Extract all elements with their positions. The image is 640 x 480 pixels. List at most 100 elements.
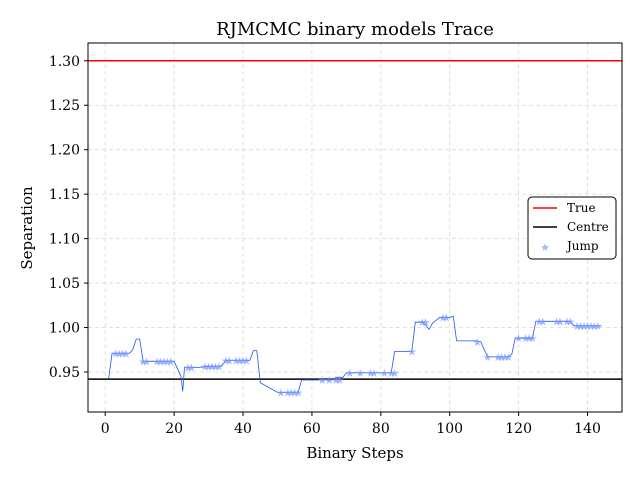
jump-marker: ★ [283,386,293,399]
jump-marker: ★ [503,351,513,364]
y-tick-label: 1.00 [49,321,80,337]
jump-marker: ★ [183,362,193,375]
y-tick-label: 1.10 [49,232,80,248]
legend-box [527,196,617,260]
jump-marker: ★ [207,361,217,374]
jump-marker: ★ [331,374,341,387]
jump-marker: ★ [589,320,599,333]
jump-marker: ★ [211,361,221,374]
y-axis-title: Separation [18,186,36,270]
jump-marker: ★ [224,354,234,367]
jump-marker: ★ [386,367,396,380]
y-tick-label: 0.95 [49,365,80,381]
jump-marker: ★ [527,332,537,345]
jump-marker: ★ [583,320,593,333]
jump-marker: ★ [534,315,544,328]
jump-marker: ★ [317,374,327,387]
jump-marker: ★ [162,355,172,368]
jump-marker: ★ [276,386,286,399]
chart-title: RJMCMC binary models Trace [216,19,494,40]
jump-marker: ★ [593,320,603,333]
jump-marker: ★ [152,355,162,368]
jump-marker: ★ [552,315,562,328]
x-tick-label: 120 [505,421,532,437]
jump-marker: ★ [366,367,376,380]
plot-frame [87,42,623,413]
x-tick-label: 140 [574,421,601,437]
reference-lines [88,60,622,380]
legend-jump-star-icon: ★ [540,241,550,254]
jump-marker: ★ [290,386,300,399]
jump-marker: ★ [118,347,128,360]
jump-marker: ★ [369,367,379,380]
x-axis-title: Binary Steps [306,444,403,462]
jump-marker: ★ [407,346,417,359]
x-tick-label: 60 [303,421,321,437]
jump-marker: ★ [379,367,389,380]
jump-marker: ★ [238,354,248,367]
jump-marker: ★ [138,355,148,368]
jump-marker: ★ [538,315,548,328]
jump-marker: ★ [586,320,596,333]
jump-marker: ★ [155,355,165,368]
jump-marker: ★ [576,320,586,333]
jump-marker: ★ [441,312,451,325]
x-tick-label: 100 [436,421,463,437]
jump-marker: ★ [390,367,400,380]
y-tick-label: 1.25 [49,98,80,114]
legend-true-label: True [567,201,596,215]
jump-marker: ★ [500,351,510,364]
jump-marker: ★ [235,354,245,367]
jump-marker: ★ [324,374,334,387]
jump-marker: ★ [572,320,582,333]
jump-marker: ★ [524,332,534,345]
jump-marker: ★ [483,351,493,364]
y-tick-label: 1.30 [49,54,80,70]
legend: True Centre ★ Jump [527,196,617,260]
jump-marker: ★ [555,315,565,328]
y-tick-label: 1.15 [49,187,80,203]
jump-marker: ★ [214,361,224,374]
jump-marker: ★ [231,354,241,367]
x-axis-ticks: 0 20 40 60 80 100 120 140 [101,412,601,437]
jump-marker: ★ [496,351,506,364]
jump-marker: ★ [335,374,345,387]
x-tick-label: 0 [101,421,110,437]
jump-marker: ★ [142,355,152,368]
x-tick-label: 40 [234,421,252,437]
y-tick-label: 1.05 [49,276,80,292]
jump-marker: ★ [345,367,355,380]
y-tick-label: 1.20 [49,143,80,159]
y-axis-ticks: 0.95 1.00 1.05 1.10 1.15 1.20 1.25 1.30 [49,54,88,381]
jump-marker: ★ [242,354,252,367]
jump-marker: ★ [186,362,196,375]
legend-jump-label: Jump [565,239,599,253]
jump-marker: ★ [562,315,572,328]
jump-marker: ★ [159,355,169,368]
jump-marker: ★ [111,347,121,360]
jump-marker: ★ [286,386,296,399]
x-tick-label: 20 [165,421,183,437]
jump-marker: ★ [514,332,524,345]
legend-centre-label: Centre [567,220,609,234]
jump-marker: ★ [121,347,131,360]
trace-series [108,315,602,393]
jump-marker: ★ [417,316,427,329]
trace-line [108,315,602,393]
jump-marker: ★ [221,354,231,367]
jump-marker: ★ [579,320,589,333]
jump-marker: ★ [355,367,365,380]
jump-markers: ★★★★★★ ★★★★★ ★★ ★★★★★★★★★★★★★★★★★★★★★ ★ ★★ ★★★… [111,312,603,400]
jump-marker: ★ [166,355,176,368]
jump-marker: ★ [493,351,503,364]
x-tick-label: 80 [372,421,390,437]
jump-marker: ★ [204,361,214,374]
jump-marker: ★ [472,336,482,349]
jump-marker: ★ [200,361,210,374]
jump-marker: ★ [421,316,431,329]
jump-marker: ★ [565,315,575,328]
jump-marker: ★ [521,332,531,345]
jump-marker: ★ [438,312,448,325]
jump-marker: ★ [293,386,303,399]
